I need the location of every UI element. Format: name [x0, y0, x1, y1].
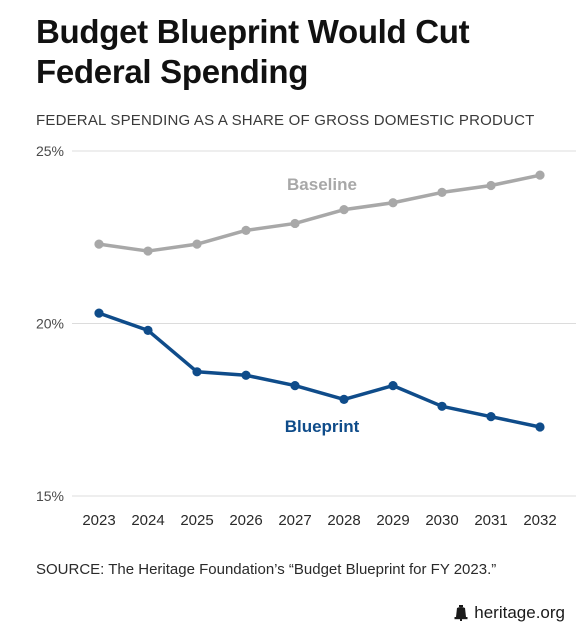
x-axis-ticks: 2023 2024 2025 2026 2027 2028 2029 2030 2031 2032: [82, 512, 556, 529]
y-tick-label: 20%: [36, 316, 64, 332]
liberty-bell-icon: [454, 605, 468, 621]
data-point-blueprint: [290, 381, 300, 391]
gridlines: [72, 150, 576, 497]
x-tick-label: 2027: [278, 512, 311, 529]
series-group: [94, 170, 545, 432]
data-point-blueprint: [339, 394, 349, 404]
data-point-baseline: [94, 239, 104, 249]
y-tick-label: 25%: [36, 143, 64, 159]
data-point-blueprint: [437, 401, 447, 411]
x-tick-label: 2025: [180, 512, 213, 529]
x-tick-label: 2031: [474, 512, 507, 529]
source-note: SOURCE: The Heritage Foundation’s “Budge…: [36, 561, 497, 578]
x-tick-label: 2026: [229, 512, 262, 529]
chart-title: Budget Blueprint Would Cut Federal Spend…: [36, 12, 576, 92]
x-tick-label: 2029: [376, 512, 409, 529]
x-tick-label: 2030: [425, 512, 458, 529]
series-label-baseline: Baseline: [287, 175, 357, 194]
brand-name: heritage.org: [474, 603, 565, 622]
y-tick-label: 15%: [36, 488, 64, 504]
data-point-baseline: [192, 239, 202, 249]
y-axis-ticks: 15% 20% 25%: [36, 143, 64, 504]
data-point-blueprint: [241, 370, 251, 380]
data-point-blueprint: [535, 422, 545, 432]
brand-link[interactable]: heritage.org: [454, 603, 565, 623]
title-line-2: Federal Spending: [36, 53, 309, 90]
data-point-baseline: [290, 218, 300, 229]
series-line-blueprint: [97, 311, 542, 429]
x-tick-label: 2023: [82, 512, 115, 529]
data-point-blueprint: [192, 367, 202, 377]
chart-subtitle: FEDERAL SPENDING AS A SHARE OF GROSS DOM…: [36, 112, 535, 129]
title-line-1: Budget Blueprint Would Cut: [36, 13, 470, 50]
x-tick-label: 2032: [523, 512, 556, 529]
data-point-blueprint: [486, 412, 496, 422]
x-tick-label: 2028: [327, 512, 360, 529]
data-point-baseline: [339, 205, 349, 215]
data-point-baseline: [535, 170, 545, 180]
data-point-baseline: [143, 246, 153, 256]
data-point-baseline: [241, 225, 251, 235]
data-point-baseline: [486, 180, 496, 191]
line-chart: 15%20%25% 2023 2024 2025 2026 2027 2028 2029 20…: [36, 143, 576, 529]
data-point-blueprint: [143, 325, 153, 335]
x-tick-label: 2024: [131, 512, 164, 529]
data-point-blueprint: [94, 308, 104, 318]
data-point-baseline: [388, 198, 398, 208]
data-point-baseline: [437, 187, 447, 197]
data-point-blueprint: [388, 381, 398, 391]
series-labels: Baseline Blueprint: [285, 175, 360, 436]
series-line-baseline: [97, 173, 542, 253]
series-label-blueprint: Blueprint: [285, 417, 360, 436]
